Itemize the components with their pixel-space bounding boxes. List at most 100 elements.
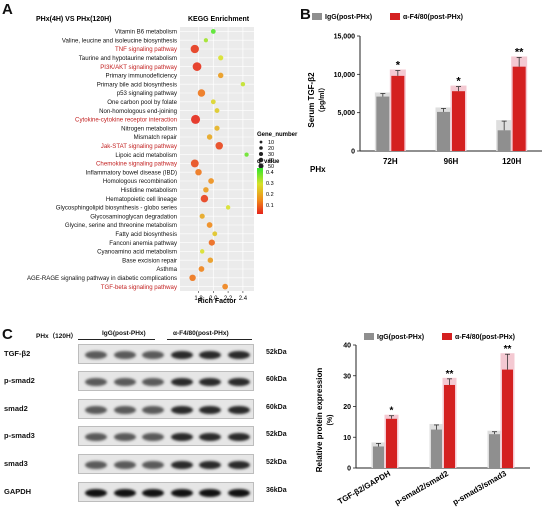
- blot-strip: [78, 426, 254, 446]
- kegg-pathway-label: Nitrogen metabolism: [121, 125, 177, 132]
- kegg-subtitle: PHx(4H) VS PHx(120H): [36, 16, 111, 23]
- kegg-pathway-label: TGF-beta signaling pathway: [101, 284, 178, 291]
- blot-band: [142, 351, 164, 359]
- color-legend: 0.4 0.3 0.2 0.1: [266, 170, 274, 209]
- blot-band: [199, 433, 221, 441]
- kegg-point: [214, 125, 220, 131]
- kegg-x-tick-label: 2.2: [224, 296, 233, 302]
- kegg-point: [199, 249, 205, 254]
- kegg-point: [190, 159, 199, 168]
- protein-y-axis-unit: (%): [327, 415, 334, 426]
- kegg-point: [190, 44, 199, 54]
- kegg-pathway-label: Glycosaminoglycan degradation: [90, 213, 177, 220]
- kegg-point: [189, 274, 196, 282]
- blot-strip: [78, 344, 254, 364]
- protein-y-axis-label: Relative protein expression: [315, 368, 324, 473]
- x-category-label: TGF-β2/GAPDH: [336, 469, 392, 506]
- kegg-pathway-label: Primary immunodeficiency: [106, 73, 178, 80]
- significance-mark: **: [515, 46, 524, 58]
- kegg-point: [217, 72, 224, 79]
- y-tick-label: 15,000: [334, 34, 356, 41]
- blot-band: [227, 351, 250, 359]
- y-tick-label: 0: [351, 149, 355, 156]
- panel-letter-a: A: [2, 1, 13, 18]
- bar-f480: [512, 66, 526, 151]
- blot-band: [199, 406, 221, 414]
- color-legend-label: 0.2: [266, 192, 274, 198]
- kegg-point: [203, 187, 209, 193]
- significance-mark: **: [504, 344, 512, 355]
- size-legend-dot: [259, 140, 263, 144]
- size-legend-dot: [258, 157, 264, 163]
- blot-size-label: 60kDa: [266, 404, 287, 411]
- x-category-label: 72H: [383, 157, 398, 166]
- serum-y-axis-unit: （pg/ml）: [318, 84, 326, 117]
- size-legend-label: 20: [268, 146, 274, 152]
- kegg-point: [208, 178, 214, 184]
- blot-band: [227, 378, 250, 386]
- kegg-pathway-label: One carbon pool by folate: [107, 99, 177, 106]
- legend-swatch-f480: [390, 13, 400, 20]
- kegg-pathway-label: Lipoic acid metabolism: [115, 152, 177, 159]
- kegg-x-tick-label: 2.4: [239, 296, 248, 302]
- blot-band: [113, 406, 136, 414]
- kegg-point: [240, 81, 246, 87]
- kegg-point: [199, 213, 205, 219]
- blot-band: [170, 461, 193, 469]
- size-legend-title: Gene_number: [257, 132, 298, 138]
- significance-mark: *: [396, 60, 401, 72]
- kegg-point: [206, 222, 213, 228]
- blot-band: [199, 461, 221, 469]
- legend-swatch-f480: [442, 333, 452, 340]
- kegg-x-ticks: 1.8 2.0 2.2 2.4: [194, 291, 248, 302]
- blot-protein-label: smad2: [4, 404, 28, 413]
- protein-expression-chart: IgG(post-PHx) α-F4/80(post-PHx) Relative…: [315, 333, 530, 507]
- kegg-pathway-label: Glycosphingolipid biosynthesis - globo s…: [56, 205, 177, 212]
- blot-band: [170, 489, 193, 497]
- bar-igg: [497, 130, 511, 151]
- q-value-colorbar: [257, 168, 263, 214]
- bar-igg: [431, 429, 442, 468]
- bar-f480: [502, 369, 513, 468]
- kegg-point: [197, 89, 206, 97]
- blot-band: [113, 351, 136, 359]
- kegg-points: [189, 28, 249, 290]
- kegg-pathway-label: Fatty acid biosynthesis: [115, 231, 177, 238]
- blot-size-label: 52kDa: [266, 459, 287, 466]
- kegg-pathway-label: Glycine, serine and threonine metabolism: [65, 222, 177, 229]
- x-category-label: p-smad2/smad2: [393, 469, 450, 507]
- kegg-pathway-label: Cytokine-cytokine receptor interaction: [75, 117, 177, 124]
- legend-label-igg: IgG(post-PHx): [377, 334, 424, 341]
- blot-band: [85, 378, 107, 386]
- blot-band: [142, 433, 164, 441]
- x-category-label: 96H: [444, 157, 459, 166]
- blot-size-label: 60kDa: [266, 376, 287, 383]
- kegg-point: [198, 266, 205, 272]
- blot-band: [227, 489, 250, 497]
- bar-f480: [444, 384, 455, 468]
- kegg-point: [210, 28, 216, 34]
- blot-band: [227, 433, 250, 441]
- kegg-point: [222, 283, 229, 290]
- blot-band: [227, 406, 250, 414]
- blot-band: [85, 489, 107, 497]
- kegg-pathway-label: Base excision repair: [122, 257, 177, 264]
- kegg-pathway-label: Fanconi anemia pathway: [109, 240, 178, 247]
- kegg-grid: [180, 27, 254, 291]
- blot-band: [170, 378, 193, 386]
- color-legend-title: q_value: [257, 159, 280, 165]
- kegg-pathway-label: PI3K/AKT signaling pathway: [100, 64, 178, 71]
- blot-band: [113, 378, 136, 386]
- bar-igg: [373, 446, 384, 468]
- kegg-plot-area: [180, 27, 254, 291]
- blot-band: [199, 378, 221, 386]
- kegg-point: [195, 168, 202, 176]
- blot-band: [85, 461, 107, 469]
- y-tick-label: 20: [343, 404, 351, 411]
- kegg-pathway-label: Non-homologous end-joining: [99, 108, 177, 115]
- blot-band: [142, 406, 164, 414]
- kegg-pathway-label: AGE-RAGE signaling pathway in diabetic c…: [27, 275, 177, 282]
- legend-label-f480: α-F4/80(post-PHx): [403, 14, 463, 21]
- blot-strip: [78, 454, 254, 474]
